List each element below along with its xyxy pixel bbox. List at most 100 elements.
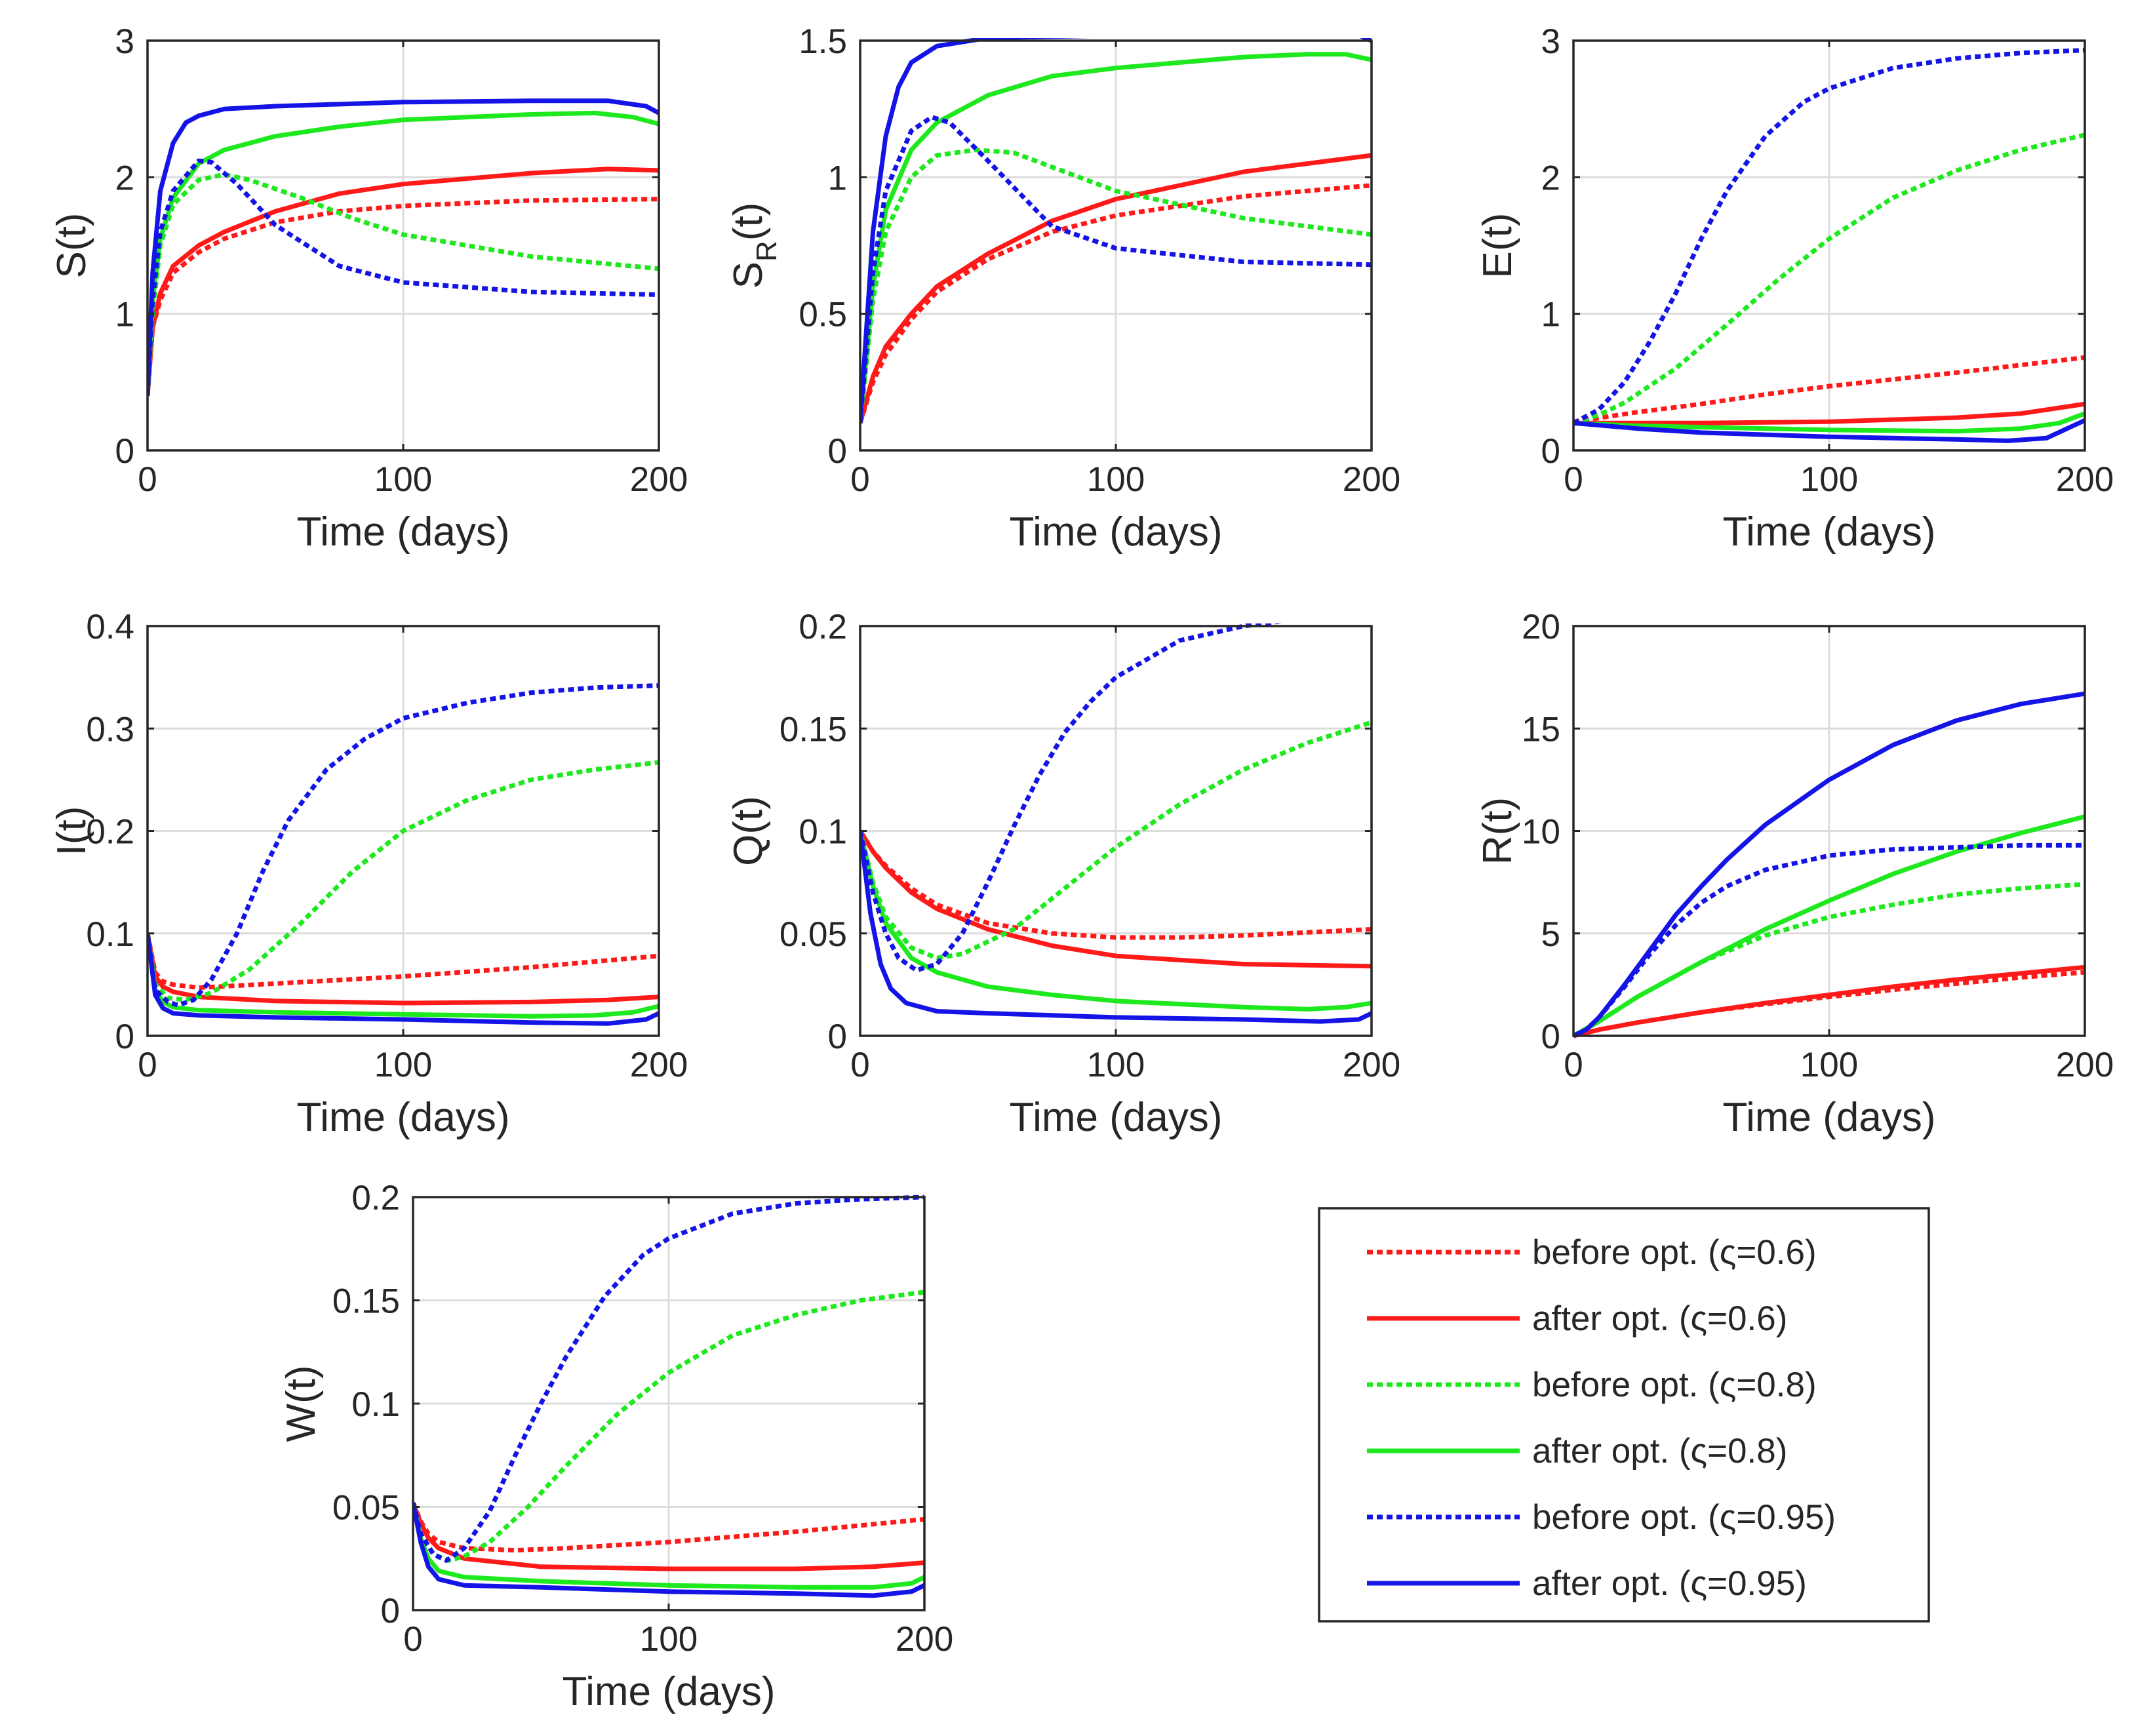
y-tick-label: 0 bbox=[1541, 432, 1560, 471]
x-axis-label: Time (days) bbox=[563, 1669, 776, 1714]
series-group bbox=[860, 623, 1372, 1024]
x-tick-label: 100 bbox=[1087, 460, 1145, 499]
subplot-S: 0 100 200 0 1 2 3 Time (days) S(t) bbox=[49, 22, 688, 555]
series-line-red-solid bbox=[148, 167, 659, 396]
series-line-green-dotted bbox=[148, 760, 659, 1002]
y-tick-label: 5 bbox=[1541, 915, 1560, 954]
legend-entry: after opt. (ς=0.95) bbox=[1367, 1564, 1807, 1603]
x-axis-label: Time (days) bbox=[1723, 1095, 1936, 1140]
y-axis-label: R(t) bbox=[1475, 797, 1520, 865]
series-line-blue-solid bbox=[860, 38, 1372, 424]
x-tick-label: 200 bbox=[2056, 1046, 2114, 1084]
legend-entry: after opt. (ς=0.8) bbox=[1367, 1432, 1787, 1470]
x-tick-label: 0 bbox=[850, 1046, 869, 1084]
y-tick-label: 0 bbox=[115, 432, 134, 471]
x-axis-label: Time (days) bbox=[1010, 509, 1223, 555]
x-tick-label: 100 bbox=[1800, 460, 1858, 499]
y-tick-label: 15 bbox=[1522, 710, 1560, 749]
y-tick-label: 0 bbox=[828, 432, 847, 471]
series-line-red-solid bbox=[148, 933, 659, 1006]
y-axis-label-tail: (t) bbox=[726, 796, 771, 835]
series-line-green-solid bbox=[1573, 411, 2085, 434]
x-tick-label: 100 bbox=[1800, 1046, 1858, 1084]
x-tick-label: 200 bbox=[896, 1620, 953, 1659]
y-tick-label: 0.2 bbox=[351, 1179, 400, 1217]
series-line-blue-solid bbox=[413, 1502, 924, 1598]
x-tick-label: 0 bbox=[1564, 460, 1583, 499]
subplot-E: 0 100 200 0 1 2 3 Time (days) E(t) bbox=[1475, 22, 2114, 555]
series-line-blue-dotted bbox=[1573, 48, 2085, 425]
legend-entry: before opt. (ς=0.95) bbox=[1367, 1498, 1836, 1537]
y-tick-label: 0.1 bbox=[86, 915, 134, 954]
series-line-red-solid bbox=[860, 829, 1372, 969]
series-line-blue-solid bbox=[1573, 691, 2085, 1038]
y-tick-label: 1 bbox=[115, 296, 134, 334]
y-tick-label: 2 bbox=[1541, 159, 1560, 197]
series-group bbox=[148, 98, 659, 396]
legend-label: before opt. (ς=0.6) bbox=[1532, 1233, 1817, 1272]
subplot-W: 0 100 200 0 0.05 0.1 0.15 0.2 Time (days) W(t) bbox=[279, 1179, 953, 1714]
y-axis-label-main: R bbox=[1475, 835, 1520, 865]
y-tick-label: 0.2 bbox=[86, 813, 134, 852]
y-axis-label-tail: (t) bbox=[1475, 797, 1520, 836]
series-group bbox=[860, 38, 1372, 424]
series-line-red-dotted bbox=[148, 197, 659, 396]
y-tick-label: 0.3 bbox=[86, 710, 134, 749]
subplot-I: 0 100 200 0 0.1 0.2 0.3 0.4 Time (days) I(t) bbox=[49, 608, 688, 1140]
y-axis-label-subscript: R bbox=[751, 241, 783, 262]
series-line-blue-solid bbox=[860, 831, 1372, 1024]
y-axis-label: S(t) bbox=[49, 213, 94, 279]
y-tick-label: 0.05 bbox=[780, 915, 847, 954]
series-line-blue-solid bbox=[1573, 418, 2085, 443]
y-axis-label: Q(t) bbox=[726, 796, 771, 866]
legend-label: after opt. (ς=0.8) bbox=[1532, 1432, 1787, 1470]
x-tick-label: 100 bbox=[1087, 1046, 1145, 1084]
series-line-red-dotted bbox=[148, 933, 659, 991]
y-axis-label-main: S bbox=[49, 251, 94, 278]
series-line-blue-solid bbox=[148, 98, 659, 396]
y-tick-label: 0 bbox=[828, 1017, 847, 1056]
x-tick-label: 100 bbox=[374, 460, 432, 499]
y-axis-label-tail: (t) bbox=[726, 203, 771, 241]
x-tick-label: 0 bbox=[138, 1046, 157, 1084]
y-tick-label: 0.4 bbox=[86, 608, 134, 646]
legend-entry: before opt. (ς=0.8) bbox=[1367, 1366, 1817, 1404]
series-line-blue-dotted bbox=[413, 1194, 924, 1563]
legend-entry: before opt. (ς=0.6) bbox=[1367, 1233, 1817, 1272]
x-tick-label: 0 bbox=[850, 460, 869, 499]
y-tick-label: 1 bbox=[828, 159, 847, 197]
legend-frame bbox=[1318, 1207, 1930, 1623]
x-tick-label: 200 bbox=[1343, 1046, 1400, 1084]
series-line-red-solid bbox=[1573, 401, 2085, 425]
x-tick-label: 0 bbox=[403, 1620, 422, 1659]
series-line-green-dotted bbox=[860, 148, 1372, 424]
y-axis-label-tail: (t) bbox=[49, 806, 94, 845]
x-tick-label: 200 bbox=[2056, 460, 2114, 499]
series-line-red-solid bbox=[413, 1501, 924, 1571]
y-tick-label: 0.1 bbox=[799, 813, 847, 852]
series-line-blue-dotted bbox=[860, 623, 1282, 973]
y-tick-label: 0.5 bbox=[799, 296, 847, 334]
y-tick-label: 0 bbox=[381, 1592, 400, 1630]
y-axis-label-main: I bbox=[49, 844, 94, 856]
y-axis-label-tail: (t) bbox=[279, 1365, 324, 1404]
y-tick-label: 0.15 bbox=[332, 1282, 400, 1321]
y-tick-label: 1.5 bbox=[799, 22, 847, 61]
y-tick-label: 2 bbox=[115, 159, 134, 197]
y-tick-label: 3 bbox=[1541, 22, 1560, 61]
series-group bbox=[1573, 48, 2085, 443]
series-line-green-solid bbox=[860, 830, 1372, 1012]
x-tick-label: 0 bbox=[1564, 1046, 1583, 1084]
series-line-green-solid bbox=[148, 933, 659, 1019]
y-tick-label: 10 bbox=[1522, 813, 1560, 852]
y-axis-label-main: Q bbox=[726, 835, 771, 866]
legend-label: before opt. (ς=0.8) bbox=[1532, 1366, 1817, 1404]
series-line-green-solid bbox=[860, 52, 1372, 424]
legend-label: after opt. (ς=0.95) bbox=[1532, 1564, 1807, 1603]
series-group bbox=[1573, 691, 2085, 1038]
y-axis-label: SR(t) bbox=[726, 203, 783, 289]
y-axis-label: W(t) bbox=[279, 1365, 324, 1442]
series-line-green-dotted bbox=[1573, 132, 2085, 425]
y-tick-label: 0 bbox=[115, 1017, 134, 1056]
